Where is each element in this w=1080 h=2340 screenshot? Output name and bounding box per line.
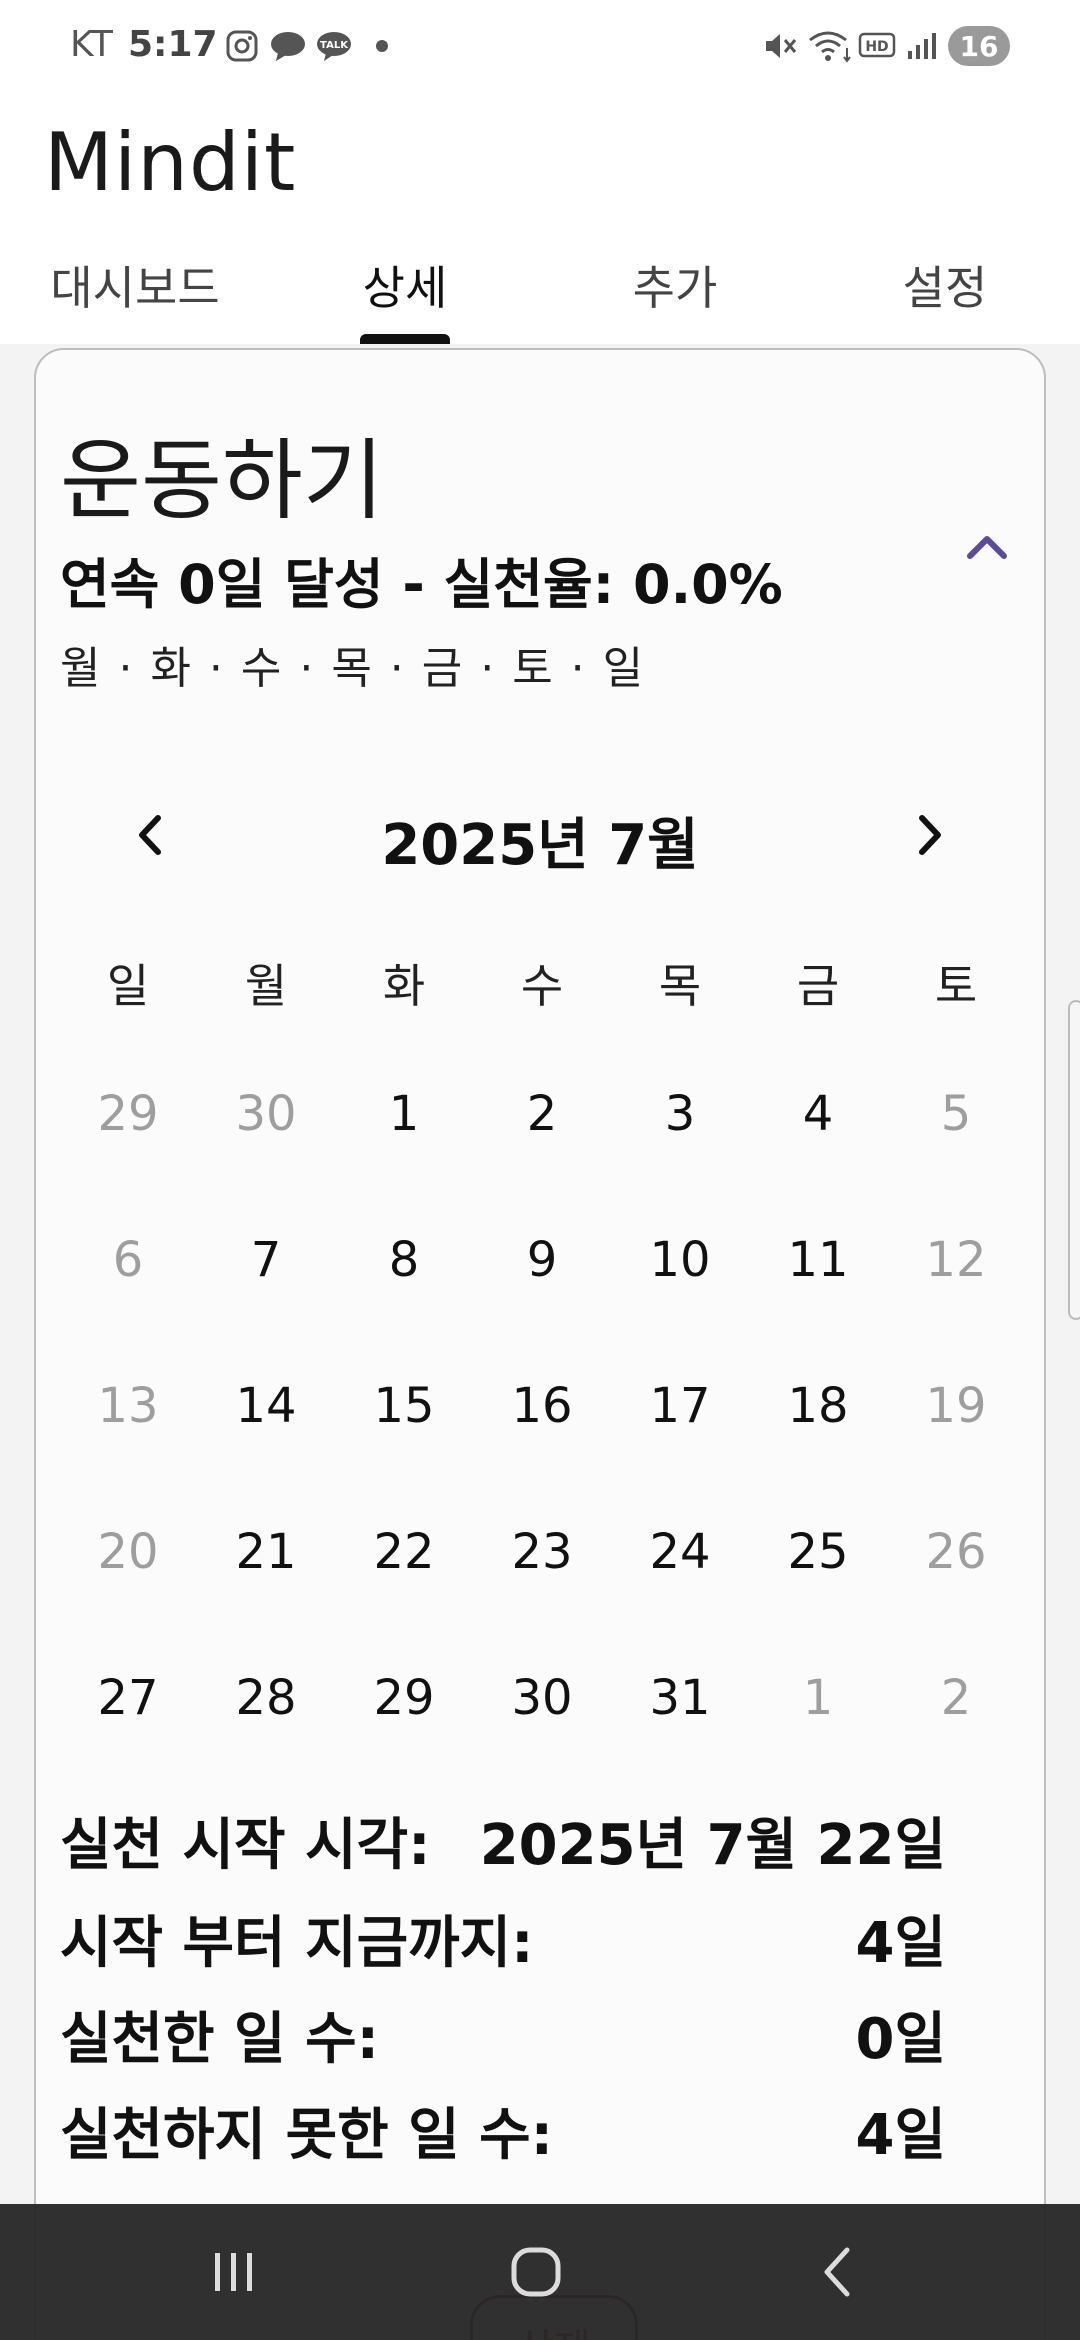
calendar-day[interactable]: 15 [373,1378,435,1434]
calendar-day-other-month: 30 [235,1086,297,1142]
stat-missed-days-label: 실천하지 못한 일 수: [60,2103,554,2168]
weekday-label: 목 [658,959,702,1013]
status-bar: KT 5:17 TALK HD 16 [0,0,1080,96]
calendar-day[interactable]: 16 [511,1378,573,1434]
calendar-day-other-month: 6 [112,1232,144,1288]
kakaotalk-icon: TALK [312,26,356,66]
instagram-icon [222,26,262,66]
calendar-day[interactable]: 25 [787,1524,849,1580]
dot-icon [372,26,392,66]
app-title: Mindit [44,116,297,209]
weekday-label: 수 [520,959,564,1013]
svg-text:HD: HD [865,39,888,55]
calendar-day[interactable]: 27 [97,1670,159,1726]
calendar-day-other-month: 26 [925,1524,987,1580]
tab-detail[interactable]: 상세 [362,261,448,315]
calendar-day[interactable]: 10 [649,1232,711,1288]
calendar-day-other-month: 13 [97,1378,159,1434]
mute-icon [760,26,800,66]
habit-summary: 연속 0일 달성 - 실천율: 0.0% [60,553,783,616]
weekday-label: 금 [796,959,840,1013]
recent-apps-icon[interactable] [154,2204,314,2340]
stat-completed-days-value: 0일 [855,2007,947,2072]
habit-card [34,348,1046,2340]
chevron-up-icon[interactable] [962,526,1012,566]
signal-icon [902,26,942,66]
calendar-day-other-month: 2 [940,1670,972,1726]
calendar-day[interactable]: 29 [373,1670,435,1726]
calendar-day[interactable]: 3 [664,1086,696,1142]
stat-start-date-label: 실천 시작 시각: [60,1813,431,1878]
calendar-day[interactable]: 1 [388,1086,420,1142]
calendar-day-other-month: 20 [97,1524,159,1580]
calendar-day-other-month: 19 [925,1378,987,1434]
stat-start-date-value: 2025년 7월 22일 [479,1813,946,1878]
tab-bar: 대시보드 상세 추가 설정 [0,240,1080,344]
active-tab-indicator [360,334,450,344]
next-month-button[interactable] [900,800,960,870]
battery-icon: 16 [948,26,1010,66]
habit-name: 운동하기 [60,429,384,532]
weekday-label: 화 [382,959,426,1013]
habit-days: 월 · 화 · 수 · 목 · 금 · 토 · 일 [60,643,646,694]
calendar-day-other-month: 29 [97,1086,159,1142]
stat-days-since-start-value: 4일 [855,1911,947,1976]
calendar-day[interactable]: 11 [787,1232,849,1288]
tab-dashboard[interactable]: 대시보드 [50,261,220,315]
calendar-day[interactable]: 24 [649,1524,711,1580]
calendar-day-other-month: 1 [802,1670,834,1726]
calendar-day[interactable]: 9 [526,1232,558,1288]
stat-days-since-start-label: 시작 부터 지금까지: [60,1911,534,1976]
hd-voice-icon: HD [858,26,898,66]
calendar-day-other-month: 12 [925,1232,987,1288]
calendar-day[interactable]: 8 [388,1232,420,1288]
weekday-label: 일 [106,959,150,1013]
tab-settings[interactable]: 설정 [902,261,988,315]
calendar-day-other-month: 5 [940,1086,972,1142]
calendar-day[interactable]: 4 [802,1086,834,1142]
calendar-day[interactable]: 23 [511,1524,573,1580]
calendar-day[interactable]: 2 [526,1086,558,1142]
prev-month-button[interactable] [120,800,180,870]
stat-missed-days-value: 4일 [855,2103,947,2168]
tab-add[interactable]: 추가 [632,261,718,315]
calendar-day[interactable]: 28 [235,1670,297,1726]
calendar-day[interactable]: 31 [649,1670,711,1726]
system-navigation-bar [0,2204,1080,2340]
weekday-label: 월 [244,959,288,1013]
stat-completed-days-label: 실천한 일 수: [60,2007,379,2072]
calendar-month-title: 2025년 7월 [381,813,699,878]
carrier-label: KT [70,24,113,65]
calendar-day[interactable]: 17 [649,1378,711,1434]
home-icon[interactable] [456,2204,616,2340]
threads-icon [266,26,310,66]
weekday-label: 토 [934,959,978,1013]
wifi-icon [806,26,854,66]
calendar-day[interactable]: 22 [373,1524,435,1580]
calendar-day[interactable]: 18 [787,1378,849,1434]
svg-text:TALK: TALK [320,40,349,51]
calendar-day[interactable]: 30 [511,1670,573,1726]
calendar-day[interactable]: 21 [235,1524,297,1580]
calendar-day[interactable]: 14 [235,1378,297,1434]
clock: 5:17 [128,24,218,65]
back-icon[interactable] [758,2204,918,2340]
calendar-day[interactable]: 7 [250,1232,282,1288]
scroll-edge-handle[interactable] [1068,1000,1080,1320]
